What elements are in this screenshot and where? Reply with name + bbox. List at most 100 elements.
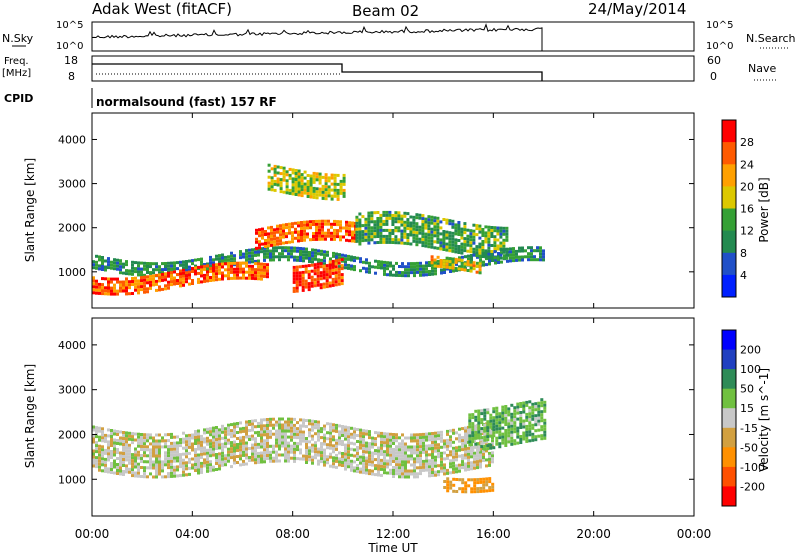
echo-cell [119,457,122,461]
echo-cell [401,472,404,476]
echo-cell [510,439,514,443]
echo-cell [317,249,320,253]
echo-cell [528,427,532,431]
echo-cell [140,475,143,478]
echo-cell [531,402,535,406]
echo-cell [451,231,455,235]
echo-cell [239,457,242,461]
echo-cell [525,424,529,428]
echo-cell [499,244,503,248]
echo-cell [294,227,297,231]
echo-cell [371,439,374,443]
echo-cell [305,446,308,449]
echo-cell [528,433,532,437]
echo-cell [290,432,293,436]
echo-cell [389,447,392,451]
echo-cell [300,173,304,177]
echo-cell [482,456,485,459]
echo-cell [436,240,440,244]
nsearch-tick-bottom: 10^0 [706,41,733,52]
echo-cell [419,445,422,449]
echo-cell [333,228,336,232]
echo-cell [473,463,476,467]
echo-cell [167,475,170,479]
echo-cell [404,475,407,479]
echo-cell [499,229,503,233]
echo-cell [353,460,356,464]
echo-cell [98,429,101,433]
echo-cell [128,280,131,284]
echo-cell [146,262,149,265]
echo-cell [315,187,319,191]
echo-cell [251,257,254,261]
echo-cell [185,449,188,453]
echo-cell [317,453,320,457]
echo-cell [155,466,158,470]
echo-cell [143,278,146,282]
echo-cell [194,463,197,466]
echo-cell [194,448,197,451]
echo-cell [164,265,167,268]
echo-cell [463,237,467,241]
echo-cell [275,438,278,442]
echo-cell [448,219,452,223]
echo-cell [398,460,401,464]
echo-cell [110,468,113,471]
echo-cell [413,469,416,473]
echo-cell [98,267,101,271]
echo-cell [377,470,380,474]
echo-cell [254,277,257,281]
echo-cell [227,271,230,275]
echo-cell [263,255,266,259]
echo-cell [116,280,119,284]
echo-cell [137,474,140,478]
echo-cell [421,214,425,218]
echo-cell [206,460,209,464]
echo-cell [448,260,452,264]
echo-cell [209,466,212,470]
echo-cell [475,264,479,268]
echo-cell [368,469,371,473]
echo-cell [543,421,547,425]
echo-cell [320,457,323,461]
echo-cell [332,459,335,463]
colorbar-segment [722,408,736,429]
echo-cell [98,456,101,460]
echo-cell [233,434,236,438]
echo-cell [473,478,477,482]
echo-cell [164,460,167,464]
echo-cell [206,439,209,443]
echo-cell [347,441,350,445]
echo-cell [104,286,107,290]
echo-cell [449,459,452,463]
echo-cell [403,211,407,215]
echo-cell [170,264,173,268]
echo-cell [227,438,230,442]
echo-cell [445,248,449,252]
echo-cell [288,240,291,244]
echo-cell [125,437,128,441]
echo-cell [291,192,295,196]
echo-cell [206,457,209,461]
echo-cell [333,231,336,235]
echo-cell [460,267,464,271]
echo-cell [194,460,197,463]
echo-cell [367,229,371,233]
echo-cell [122,289,125,293]
echo-cell [388,228,392,232]
echo-cell [418,216,422,220]
echo-cell [308,422,311,426]
echo-cell [278,429,281,433]
echo-cell [149,451,152,455]
echo-cell [245,462,248,466]
echo-cell [326,437,329,441]
echo-cell [194,269,197,273]
echo-cell [104,469,107,473]
echo-cell [427,218,431,222]
echo-cell [218,431,221,435]
echo-cell [161,278,164,282]
echo-cell [302,259,305,263]
echo-cell [300,194,304,198]
echo-cell [427,242,431,246]
